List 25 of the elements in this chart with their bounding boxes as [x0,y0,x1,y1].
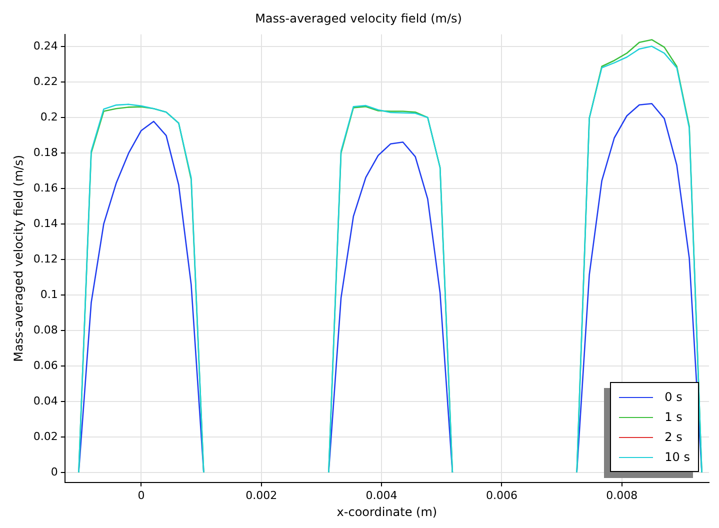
y-tick-label: 0 [50,465,58,478]
y-tick-label: 0.08 [33,323,58,336]
x-tick-label: 0.006 [486,488,518,502]
legend-label: 1 s [664,410,682,424]
legend-label: 0 s [664,390,682,404]
x-axis-title: x-coordinate (m) [336,504,438,519]
y-tick-label: 0.12 [33,252,58,266]
chart-title: Mass-averaged velocity field (m/s) [255,11,462,26]
legend-label: 2 s [664,430,682,444]
y-tick-label: 0.22 [33,74,58,88]
legend-label: 10 s [664,450,690,464]
y-tick-label: 0.04 [33,394,58,408]
y-tick-label: 0.18 [33,146,58,159]
y-tick-label: 0.16 [33,181,58,194]
y-tick-label: 0.06 [33,358,58,372]
x-tick-label: 0.004 [366,488,398,502]
y-tick-label: 0.14 [33,216,58,230]
y-axis-title: Mass-averaged velocity field (m/s) [11,154,26,362]
x-tick-label: 0 [138,488,145,502]
x-tick-label: 0.002 [246,488,278,502]
y-tick-label: 0.02 [33,430,58,443]
y-tick-label: 0.2 [40,110,58,124]
y-tick-label: 0.1 [40,288,58,301]
y-tick-label: 0.24 [33,39,58,52]
x-tick-label: 0.008 [606,488,638,502]
